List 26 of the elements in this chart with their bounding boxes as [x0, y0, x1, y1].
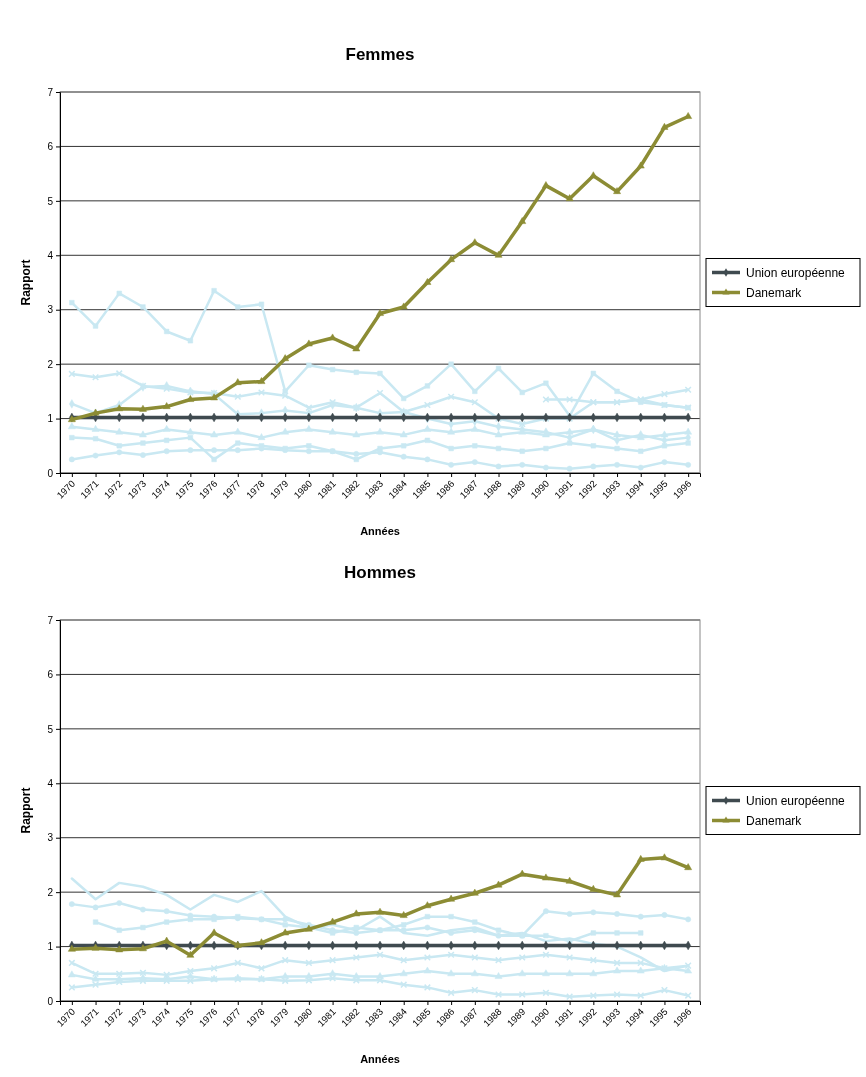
y-tick-label: 5 [47, 195, 54, 207]
y-tick-label: 0 [47, 467, 54, 479]
y-tick-label: 5 [47, 723, 54, 735]
chart-title: Femmes [345, 45, 415, 64]
legend-label: Danemark [746, 813, 803, 828]
y-tick-label: 3 [47, 832, 54, 844]
y-tick-label: 7 [47, 86, 54, 98]
y-tick-label: 2 [47, 358, 54, 370]
y-tick-label: 3 [47, 304, 54, 316]
y-tick-label: 7 [47, 614, 54, 626]
legend-label: Danemark [746, 285, 803, 300]
y-tick-label: 2 [47, 886, 54, 898]
y-tick-label: 6 [47, 669, 54, 681]
y-tick-label: 4 [47, 249, 54, 261]
y-tick-label: 1 [47, 941, 54, 953]
y-tick-label: 4 [47, 777, 54, 789]
x-axis-title: Années [360, 525, 400, 537]
y-tick-label: 6 [47, 141, 54, 153]
y-tick-label: 0 [47, 995, 54, 1007]
y-axis-title: Rapport [19, 259, 33, 306]
legend-label: Union européenne [746, 265, 846, 280]
chart-title: Hommes [344, 563, 416, 582]
y-axis-title: Rapport [19, 787, 33, 834]
y-tick-label: 1 [47, 413, 54, 425]
x-axis-title: Années [360, 1053, 400, 1065]
legend-label: Union européenne [746, 793, 846, 808]
